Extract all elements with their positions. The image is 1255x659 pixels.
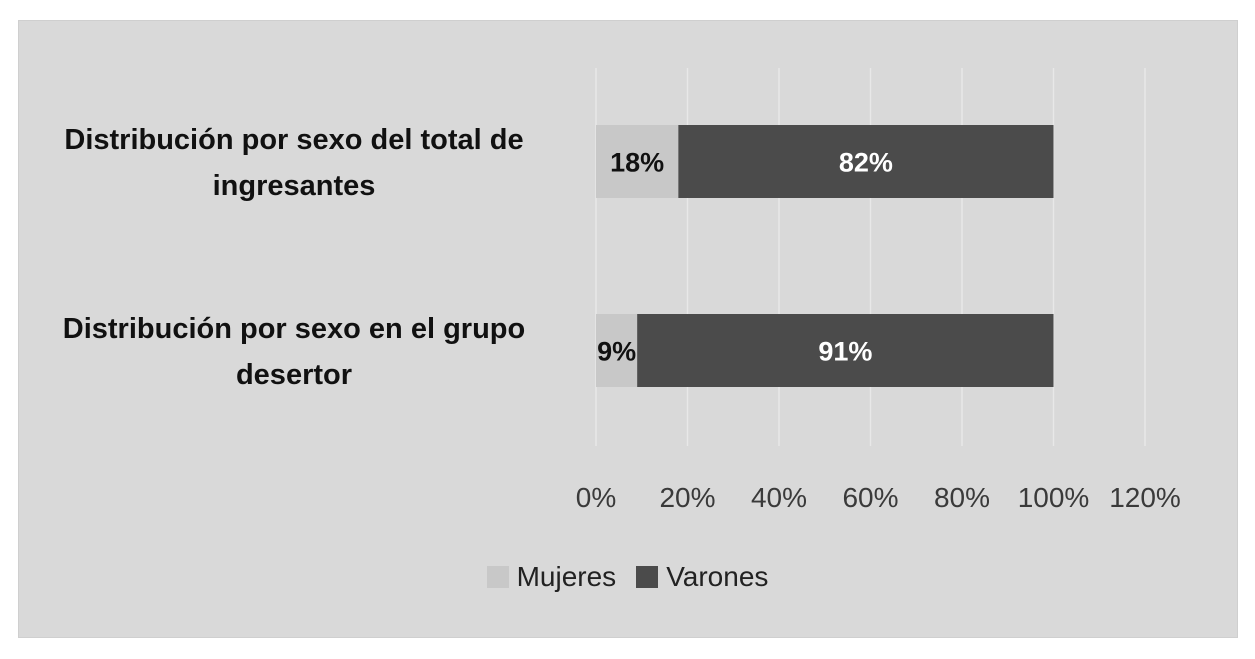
legend: Mujeres Varones [0,561,1255,593]
bar-segment-varones [637,314,1054,387]
data-label: 18% [610,148,664,178]
legend-swatch-mujeres [486,566,509,588]
category-label-line: Distribución por sexo del total de [64,124,524,156]
legend-item-mujeres: Mujeres [486,561,617,593]
legend-swatch-varones [636,566,659,588]
bar-segment-mujeres [596,314,638,387]
category-label-line: ingresantes [212,170,376,202]
category-label-ingresantes: Distribución por sexo del total de ingre… [24,117,564,209]
legend-item-varones: Varones [636,561,768,593]
data-label: 9% [597,337,636,367]
category-label-desertor: Distribución por sexo en el grupo desert… [24,306,564,398]
category-label-line: Distribución por sexo en el grupo [62,313,526,345]
x-tick-label: 120% [1109,482,1181,513]
x-tick-label: 0% [576,482,616,513]
category-label-line: desertor [235,359,353,391]
x-tick-label: 60% [842,482,898,513]
legend-label-varones: Varones [666,561,769,592]
bar-segment-mujeres [596,125,679,198]
x-tick-label: 100% [1018,482,1090,513]
data-label: 91% [818,337,872,367]
legend-label-mujeres: Mujeres [516,561,617,592]
bar-segment-varones [678,125,1054,198]
x-tick-label: 20% [659,482,715,513]
x-tick-label: 40% [751,482,807,513]
data-label: 82% [839,148,893,178]
x-tick-label: 80% [934,482,990,513]
